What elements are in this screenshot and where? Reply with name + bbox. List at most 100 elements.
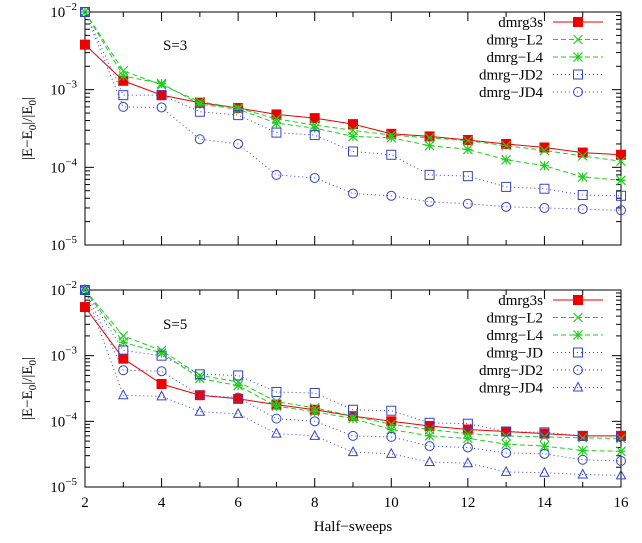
data-point <box>271 169 282 180</box>
data-point <box>501 138 512 149</box>
data-point <box>577 445 588 456</box>
data-point <box>424 132 435 143</box>
legend-label: dmrg3s <box>498 15 543 31</box>
data-point <box>118 365 129 376</box>
legend-marker <box>573 330 583 340</box>
data-point <box>309 429 321 440</box>
data-point <box>194 405 206 416</box>
data-point <box>348 413 358 424</box>
data-point <box>271 427 282 438</box>
data-point <box>271 396 282 407</box>
y-tick-label: 10−2 <box>50 1 77 21</box>
legend-marker <box>573 347 583 358</box>
y-tick-label: 10−3 <box>50 345 77 365</box>
data-point <box>616 175 626 186</box>
data-point <box>462 171 473 182</box>
series-4 <box>80 285 626 441</box>
data-point <box>156 390 167 401</box>
legend-label: dmrg−L4 <box>486 328 543 344</box>
data-point <box>233 138 244 149</box>
y-axis-label-part: |E−E <box>20 130 36 160</box>
y-tick-base: 10 <box>50 414 65 430</box>
y-axis-label-part: | <box>20 97 36 100</box>
data-point <box>424 417 435 428</box>
x-tick-label: 4 <box>158 495 166 511</box>
data-point <box>156 90 167 101</box>
data-point <box>309 388 320 399</box>
data-point <box>232 407 244 418</box>
data-point <box>577 204 588 215</box>
data-point <box>539 160 550 171</box>
y-axis-label-subscript: 0 <box>27 384 39 390</box>
series-line <box>84 289 621 437</box>
x-tick-label: 2 <box>81 495 89 511</box>
data-point <box>309 123 320 134</box>
data-point <box>616 205 626 216</box>
series-4 <box>80 7 626 201</box>
legend-label: dmrg−JD2 <box>479 363 543 379</box>
data-point <box>348 430 358 441</box>
legend-marker <box>572 381 584 392</box>
data-point <box>462 198 473 209</box>
data-point <box>271 386 282 397</box>
data-point <box>80 302 90 313</box>
data-point <box>309 113 320 124</box>
data-point <box>194 134 205 145</box>
panel-annotation: S=5 <box>163 317 187 333</box>
data-point <box>462 428 473 439</box>
data-point <box>156 348 167 358</box>
data-point <box>501 201 512 212</box>
data-point <box>462 144 473 155</box>
y-tick-label: 10−2 <box>50 279 77 299</box>
legend-label: dmrg−L2 <box>486 33 543 49</box>
data-point <box>347 446 359 457</box>
series-5 <box>80 285 626 466</box>
y-tick-exponent: −4 <box>65 410 77 422</box>
data-point <box>156 78 167 89</box>
data-point <box>616 430 626 441</box>
legend-marker <box>573 17 583 27</box>
y-tick-base: 10 <box>50 283 65 299</box>
data-point <box>616 433 626 444</box>
y-axis-label-subscript: 0 <box>27 124 39 130</box>
y-axis-label: |E−E0|/|E0| <box>20 357 39 420</box>
data-point <box>386 132 397 143</box>
data-point <box>539 202 550 213</box>
data-point <box>309 406 320 417</box>
data-point <box>233 370 244 381</box>
data-point <box>348 404 358 415</box>
data-point <box>118 345 129 356</box>
data-point <box>501 140 512 151</box>
data-point <box>233 392 244 403</box>
data-point <box>194 99 205 110</box>
legend-label: dmrg−L4 <box>486 50 543 66</box>
x-tick-label: 14 <box>537 495 553 511</box>
series-2 <box>80 7 626 167</box>
data-point <box>309 172 320 183</box>
data-point <box>118 90 129 101</box>
data-point <box>616 446 626 457</box>
data-point <box>616 156 626 167</box>
x-tick-label: 8 <box>311 495 319 511</box>
data-point <box>501 426 512 437</box>
y-tick-base: 10 <box>50 160 65 176</box>
data-point <box>424 441 435 452</box>
data-point <box>539 427 550 438</box>
data-point <box>616 149 626 160</box>
x-axis-label: Half−sweeps <box>314 519 393 535</box>
y-tick-label: 10−4 <box>50 156 77 176</box>
y-axis-label-part: |/|E <box>20 105 36 124</box>
data-point <box>501 154 512 165</box>
y-tick-label: 10−4 <box>50 410 77 430</box>
y-tick-exponent: −2 <box>65 1 77 13</box>
data-point <box>80 7 90 17</box>
y-tick-exponent: −3 <box>65 79 77 91</box>
data-point <box>118 101 129 112</box>
data-point <box>462 424 473 435</box>
data-point <box>577 430 588 441</box>
data-point <box>424 169 435 180</box>
data-point <box>194 390 205 401</box>
data-point <box>156 379 167 390</box>
series-line <box>84 11 622 197</box>
